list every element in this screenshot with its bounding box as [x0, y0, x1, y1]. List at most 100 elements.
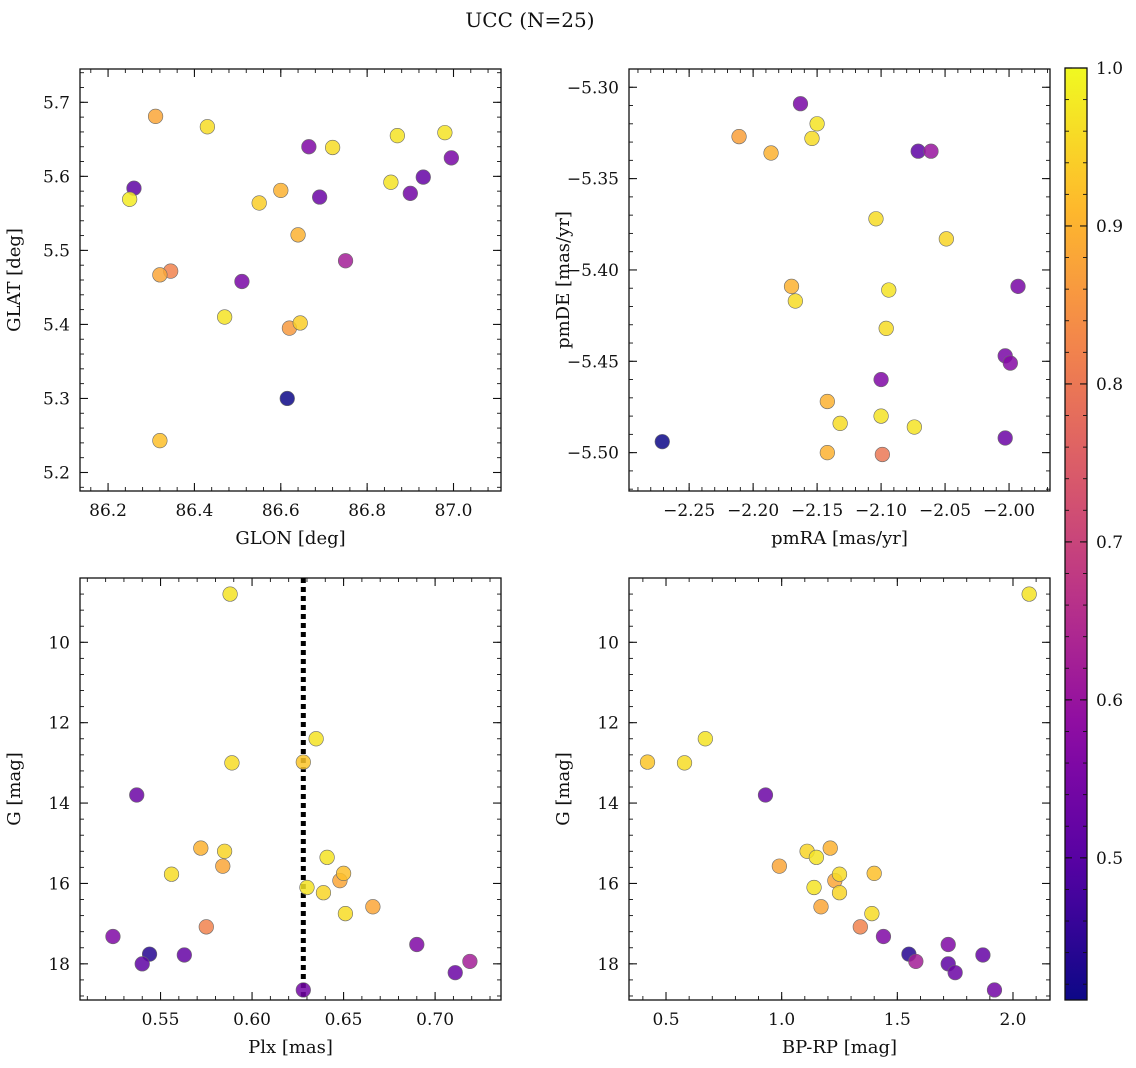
scatter-point	[819, 445, 835, 461]
scatter-point	[822, 840, 838, 856]
colorbar-tick-label: 0.7	[1096, 533, 1123, 553]
scatter-point	[325, 139, 341, 156]
y-tick-label: 16	[48, 874, 70, 894]
scatter-point	[757, 787, 774, 803]
y-tick-label: −5.30	[567, 78, 619, 98]
colorbar-tick-label: 0.9	[1096, 217, 1123, 237]
scatter-point	[383, 174, 399, 190]
x-tick-label: 1.5	[884, 1010, 911, 1030]
scatter-point	[222, 586, 238, 602]
scatter-point	[290, 227, 306, 243]
y-axis-label: G [mag]	[4, 752, 25, 825]
scatter-point	[1010, 278, 1026, 294]
scatter-point	[1002, 355, 1018, 371]
scatter-point	[122, 191, 138, 207]
scatter-point	[831, 885, 848, 901]
x-axis-label: GLON [deg]	[235, 528, 345, 549]
scatter-point	[813, 899, 829, 915]
y-tick-label: 10	[48, 633, 70, 653]
x-axis-label: BP-RP [mag]	[782, 1037, 897, 1058]
scatter-point	[873, 408, 889, 424]
scatter-point	[224, 755, 240, 771]
subplot-3: 0.55 0.60 0.65 0.70 10 12 14 16 18 Plx [mas] G [ma…	[4, 577, 502, 1058]
y-tick-label: 5.4	[43, 315, 70, 335]
scatter-point	[783, 278, 800, 294]
x-tick-label: −2.15	[791, 501, 843, 521]
axes-frame	[628, 577, 1051, 1001]
x-tick-label: 86.2	[89, 501, 127, 521]
scatter-point	[462, 953, 478, 970]
y-tick-label: 14	[48, 794, 70, 814]
scatter-point	[279, 390, 295, 407]
figure-title: UCC (N=25)	[465, 8, 594, 32]
scatter-point	[129, 787, 145, 803]
scatter-point	[819, 393, 835, 410]
scatter-point	[295, 754, 311, 770]
scatter-point	[910, 143, 926, 159]
scatter-point	[337, 253, 354, 269]
scatter-point	[947, 965, 963, 981]
x-tick-label: 86.6	[262, 501, 300, 521]
colorbar: 0.5 0.6 0.7 0.8 0.9 1.0	[1064, 59, 1123, 1001]
x-tick-label: 87.0	[435, 501, 473, 521]
y-tick-label: 18	[48, 955, 70, 975]
axes-frame	[79, 577, 502, 1001]
scatter-point	[292, 315, 308, 331]
scatter-point	[217, 843, 233, 859]
scatter-point	[447, 965, 463, 981]
x-axis-label: Plx [mas]	[248, 1037, 333, 1058]
scatter-point	[881, 282, 897, 298]
subplots: 86.2 86.4 86.6 86.8 87.0 5.2 5.3 5.4 5.5 5.6 5.7 GL…	[4, 68, 1051, 1058]
scatter-point	[975, 947, 991, 963]
scatter-point	[908, 953, 924, 970]
y-tick-label: 5.3	[43, 389, 70, 409]
scatter-point	[273, 182, 289, 199]
scatter-point	[299, 879, 315, 896]
scatter-point	[335, 865, 352, 882]
scatter-point	[134, 956, 150, 972]
y-tick-label: 18	[597, 955, 619, 975]
scatter-point	[152, 433, 168, 449]
scatter-point	[215, 858, 231, 874]
scatter-point	[808, 849, 824, 865]
scatter-point	[831, 866, 848, 882]
y-tick-label: 5.7	[43, 93, 70, 113]
y-tick-label: 5.5	[43, 241, 70, 261]
y-tick-label: 12	[48, 714, 70, 734]
y-tick-label: 5.6	[43, 167, 70, 187]
scatter-point	[176, 947, 192, 963]
scatter-point	[852, 919, 868, 935]
scatter-point	[866, 865, 882, 882]
colorbar-tick-label: 0.5	[1096, 849, 1123, 869]
scatter-point	[878, 320, 894, 337]
scatter-point	[906, 419, 922, 435]
x-tick-label: 0.70	[416, 1010, 454, 1030]
colorbar-tick-label: 1.0	[1096, 59, 1123, 79]
x-tick-label: −2.10	[855, 501, 907, 521]
y-tick-label: −5.40	[567, 261, 619, 281]
scatter-point	[940, 936, 956, 953]
x-tick-label: −2.00	[983, 501, 1035, 521]
scatter-point	[731, 128, 747, 145]
scatter-point	[804, 130, 820, 147]
scatter-point	[873, 371, 889, 388]
scatter-point	[771, 858, 787, 874]
scatter-point	[654, 434, 670, 450]
scatter-point	[198, 919, 214, 935]
scatter-point	[864, 905, 880, 922]
scatter-point	[437, 125, 453, 141]
subplot-1: 86.2 86.4 86.6 86.8 87.0 5.2 5.3 5.4 5.5 5.6 5.7 GL…	[4, 68, 502, 549]
scatter-point	[402, 185, 418, 201]
x-tick-label: 1.0	[768, 1010, 795, 1030]
scatter-point	[217, 309, 233, 325]
y-axis-label: pmDE [mas/yr]	[553, 211, 574, 349]
y-tick-label: 5.2	[43, 463, 70, 483]
scatter-point	[234, 273, 250, 290]
scatter-point	[415, 169, 431, 185]
scatter-point	[763, 145, 779, 161]
y-tick-label: 14	[597, 794, 619, 814]
scatter-point	[389, 128, 405, 144]
colorbar-frame	[1064, 67, 1088, 1001]
scatter-point	[792, 96, 809, 112]
